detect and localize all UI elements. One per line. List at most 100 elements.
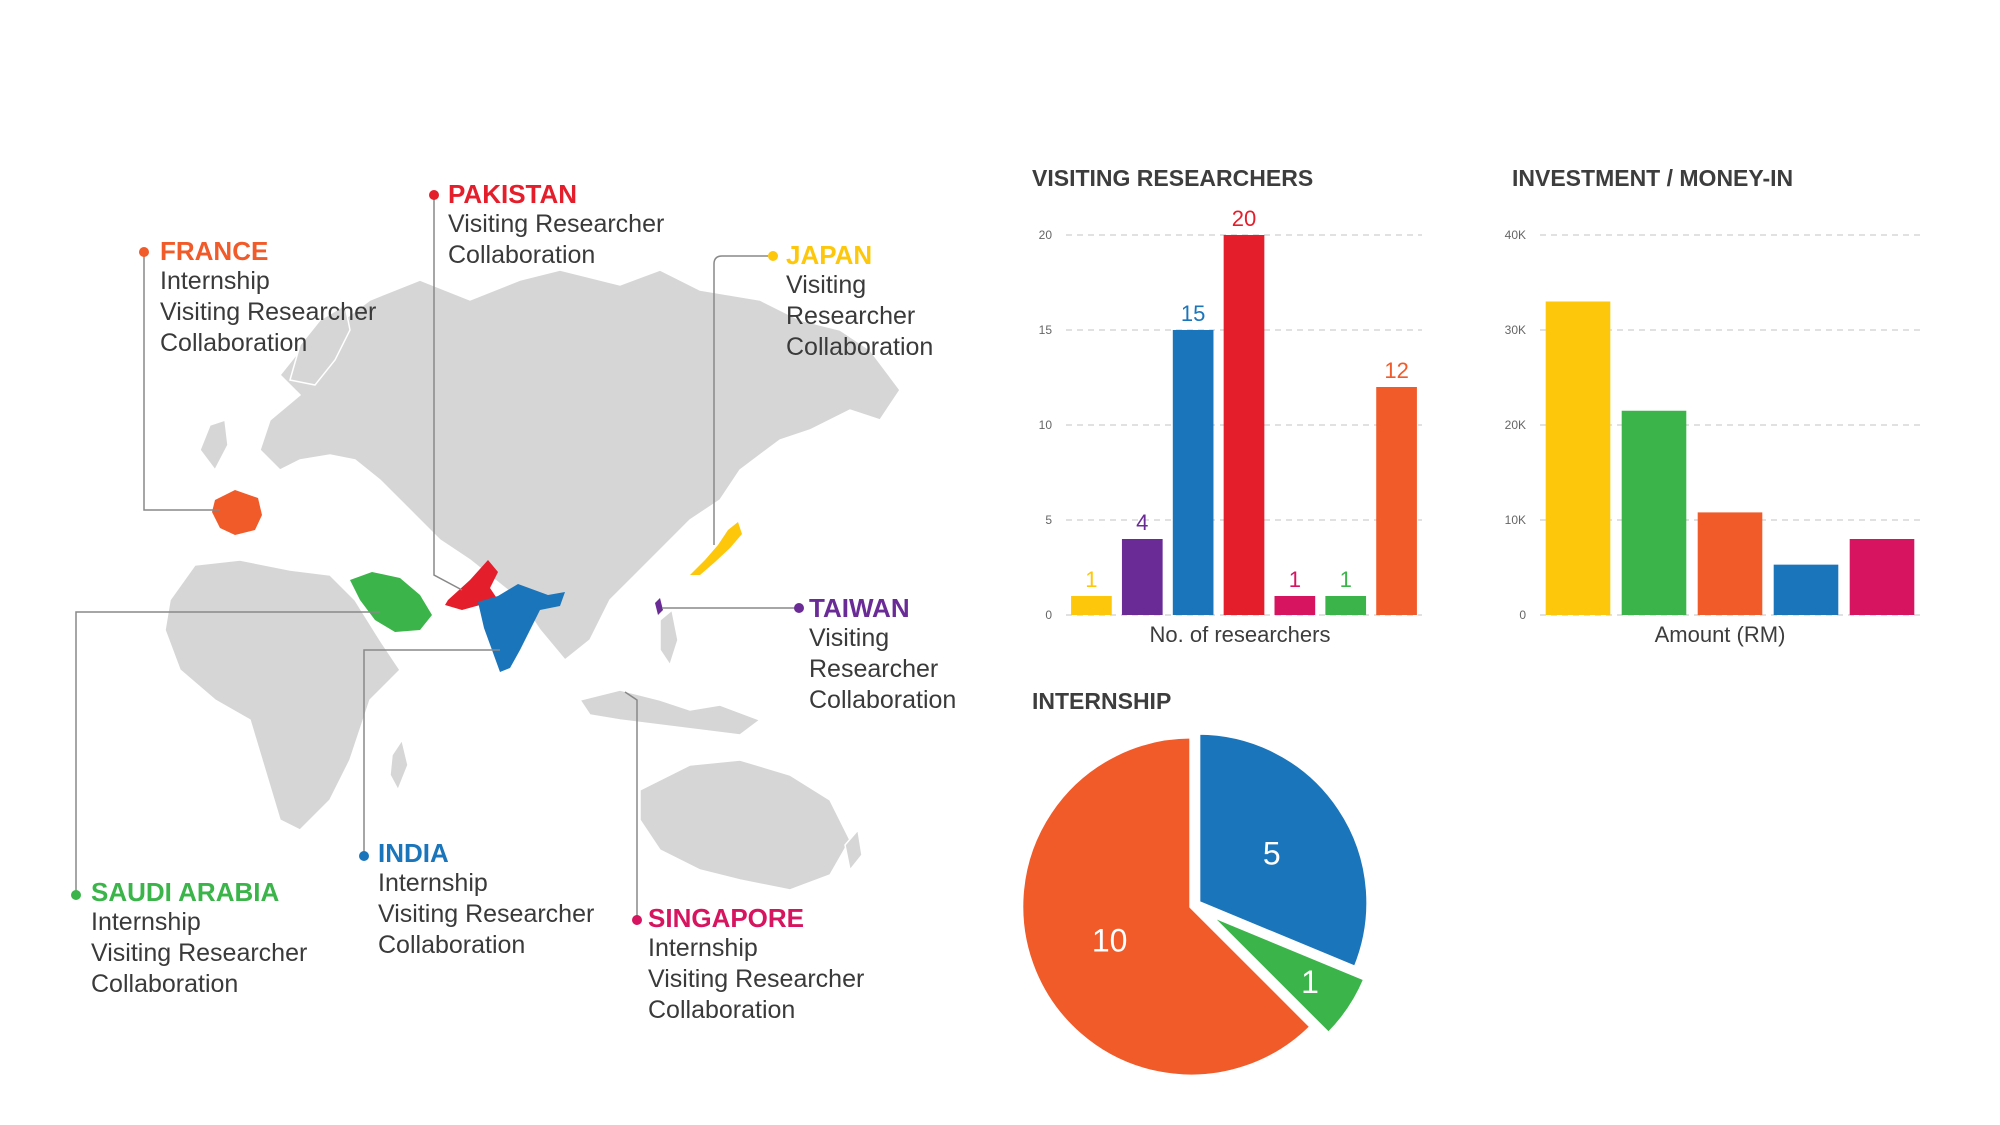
pie-value-label: 1 xyxy=(1301,964,1319,1000)
taiwan-shape xyxy=(655,598,663,615)
country-activity: Internship xyxy=(91,908,201,936)
world-map: FRANCE Internship Visiting Researcher Co… xyxy=(71,179,956,1026)
country-activity: Researcher xyxy=(809,655,939,683)
country-activity: Collaboration xyxy=(786,333,934,361)
country-label-france: FRANCE Internship Visiting Researcher Co… xyxy=(160,236,376,359)
country-activity: Visiting Researcher xyxy=(160,298,377,326)
y-tick-label: 30K xyxy=(1505,323,1526,337)
country-activity: Researcher xyxy=(786,302,916,330)
singapore-bullet xyxy=(632,915,642,925)
japan-shape xyxy=(690,522,742,575)
country-name: JAPAN xyxy=(786,240,873,270)
new-zealand-landmass xyxy=(844,828,863,872)
country-activity: Collaboration xyxy=(91,970,239,998)
country-name: INDIA xyxy=(378,838,449,868)
country-activity: Visiting Researcher xyxy=(448,210,665,238)
country-label-saudi-arabia: SAUDI ARABIA Internship Visiting Researc… xyxy=(91,877,307,1000)
country-activity: Visiting xyxy=(809,624,890,652)
bar-value-label: 1 xyxy=(1340,567,1352,592)
internship-pie-chart: 5 1 10 xyxy=(1019,730,1371,1079)
bar xyxy=(1071,596,1112,615)
country-name: TAIWAN xyxy=(809,593,910,623)
eurasia-landmass xyxy=(259,269,901,662)
madagascar-landmass xyxy=(389,738,409,792)
y-tick-label: 0 xyxy=(1519,608,1526,622)
saudi-arabia-shape xyxy=(350,572,432,632)
pie-slice xyxy=(1206,912,1368,1037)
country-activity: Internship xyxy=(378,869,488,897)
country-activity: Collaboration xyxy=(378,931,526,959)
country-label-pakistan: PAKISTAN Visiting Researcher Collaborati… xyxy=(448,179,664,271)
pie-value-label: 10 xyxy=(1092,922,1128,958)
bar xyxy=(1121,539,1163,615)
india-leader-line xyxy=(363,649,500,856)
pie-slice xyxy=(1019,734,1315,1079)
country-label-singapore: SINGAPORE Internship Visiting Researcher… xyxy=(648,903,864,1026)
y-tick-label: 15 xyxy=(1039,323,1053,337)
y-tick-label: 5 xyxy=(1045,513,1052,527)
bar xyxy=(1325,596,1367,615)
y-tick-label: 20K xyxy=(1505,418,1526,432)
bar xyxy=(1621,410,1687,615)
pakistan-leader-line xyxy=(433,195,463,591)
country-activity: Collaboration xyxy=(648,996,796,1024)
world-map-graphic xyxy=(75,195,901,920)
country-name: SINGAPORE xyxy=(648,903,805,933)
country-activity: Visiting xyxy=(786,271,867,299)
y-tick-label: 10 xyxy=(1039,418,1053,432)
country-name: FRANCE xyxy=(160,236,269,266)
country-activity: Internship xyxy=(648,934,758,962)
pakistan-bullet xyxy=(429,190,439,200)
sea-islands-landmass xyxy=(578,689,762,736)
country-name: SAUDI ARABIA xyxy=(91,877,280,907)
land-masses xyxy=(164,269,901,891)
country-activity: Collaboration xyxy=(160,329,308,357)
bar xyxy=(1697,512,1763,615)
x-axis-title-visiting-researchers: No. of researchers xyxy=(1149,622,1331,647)
bar xyxy=(1545,301,1611,615)
country-label-taiwan: TAIWAN Visiting Researcher Collaboration xyxy=(809,593,956,716)
scandinavia-landmass xyxy=(289,303,351,386)
pakistan-shape xyxy=(445,560,498,610)
saudi-arabia-bullet xyxy=(71,890,81,900)
bar-value-label: 4 xyxy=(1136,510,1148,535)
chart-title-investment: INVESTMENT / MONEY-IN xyxy=(1512,165,1794,191)
country-name: PAKISTAN xyxy=(448,179,578,209)
bar-value-label: 1 xyxy=(1289,567,1301,592)
country-activity: Internship xyxy=(160,267,270,295)
bar-value-label: 20 xyxy=(1232,210,1256,231)
country-activity: Visiting Researcher xyxy=(91,939,308,967)
bar xyxy=(1849,539,1915,615)
y-tick-label: 0 xyxy=(1045,608,1052,622)
philippines-landmass xyxy=(659,608,679,667)
bar xyxy=(1172,330,1214,615)
chart-title-internship: INTERNSHIP xyxy=(1032,688,1172,714)
africa-landmass xyxy=(164,559,401,831)
pie-slice xyxy=(1196,730,1371,971)
leader-lines xyxy=(75,195,799,920)
visiting-researchers-chart: 0 5 10 15 20 1 4 15 20 1 1 12 xyxy=(1039,210,1422,622)
france-bullet xyxy=(139,247,149,257)
taiwan-bullet xyxy=(794,603,804,613)
country-activity: Visiting Researcher xyxy=(648,965,865,993)
bar-value-label: 1 xyxy=(1085,567,1097,592)
uk-landmass xyxy=(199,418,229,472)
y-tick-label: 20 xyxy=(1039,228,1053,242)
australia-landmass xyxy=(639,759,851,891)
y-tick-label: 10K xyxy=(1505,513,1526,527)
bar xyxy=(1223,235,1265,615)
bar xyxy=(1274,596,1316,615)
chart-title-visiting-researchers: VISITING RESEARCHERS xyxy=(1032,165,1314,191)
country-label-india: INDIA Internship Visiting Researcher Col… xyxy=(378,838,594,961)
country-activity: Visiting Researcher xyxy=(378,900,595,928)
japan-bullet xyxy=(768,251,778,261)
bar-value-label: 15 xyxy=(1181,301,1205,326)
bar-value-label: 12 xyxy=(1384,358,1408,383)
y-tick-label: 40K xyxy=(1505,228,1526,242)
bar xyxy=(1773,564,1839,615)
japan-leader-line xyxy=(713,255,768,545)
saudi-leader-line xyxy=(75,611,380,895)
singapore-leader-line xyxy=(624,691,638,920)
bar xyxy=(1376,387,1417,615)
investment-chart: 0 10K 20K 30K 40K xyxy=(1505,228,1920,622)
